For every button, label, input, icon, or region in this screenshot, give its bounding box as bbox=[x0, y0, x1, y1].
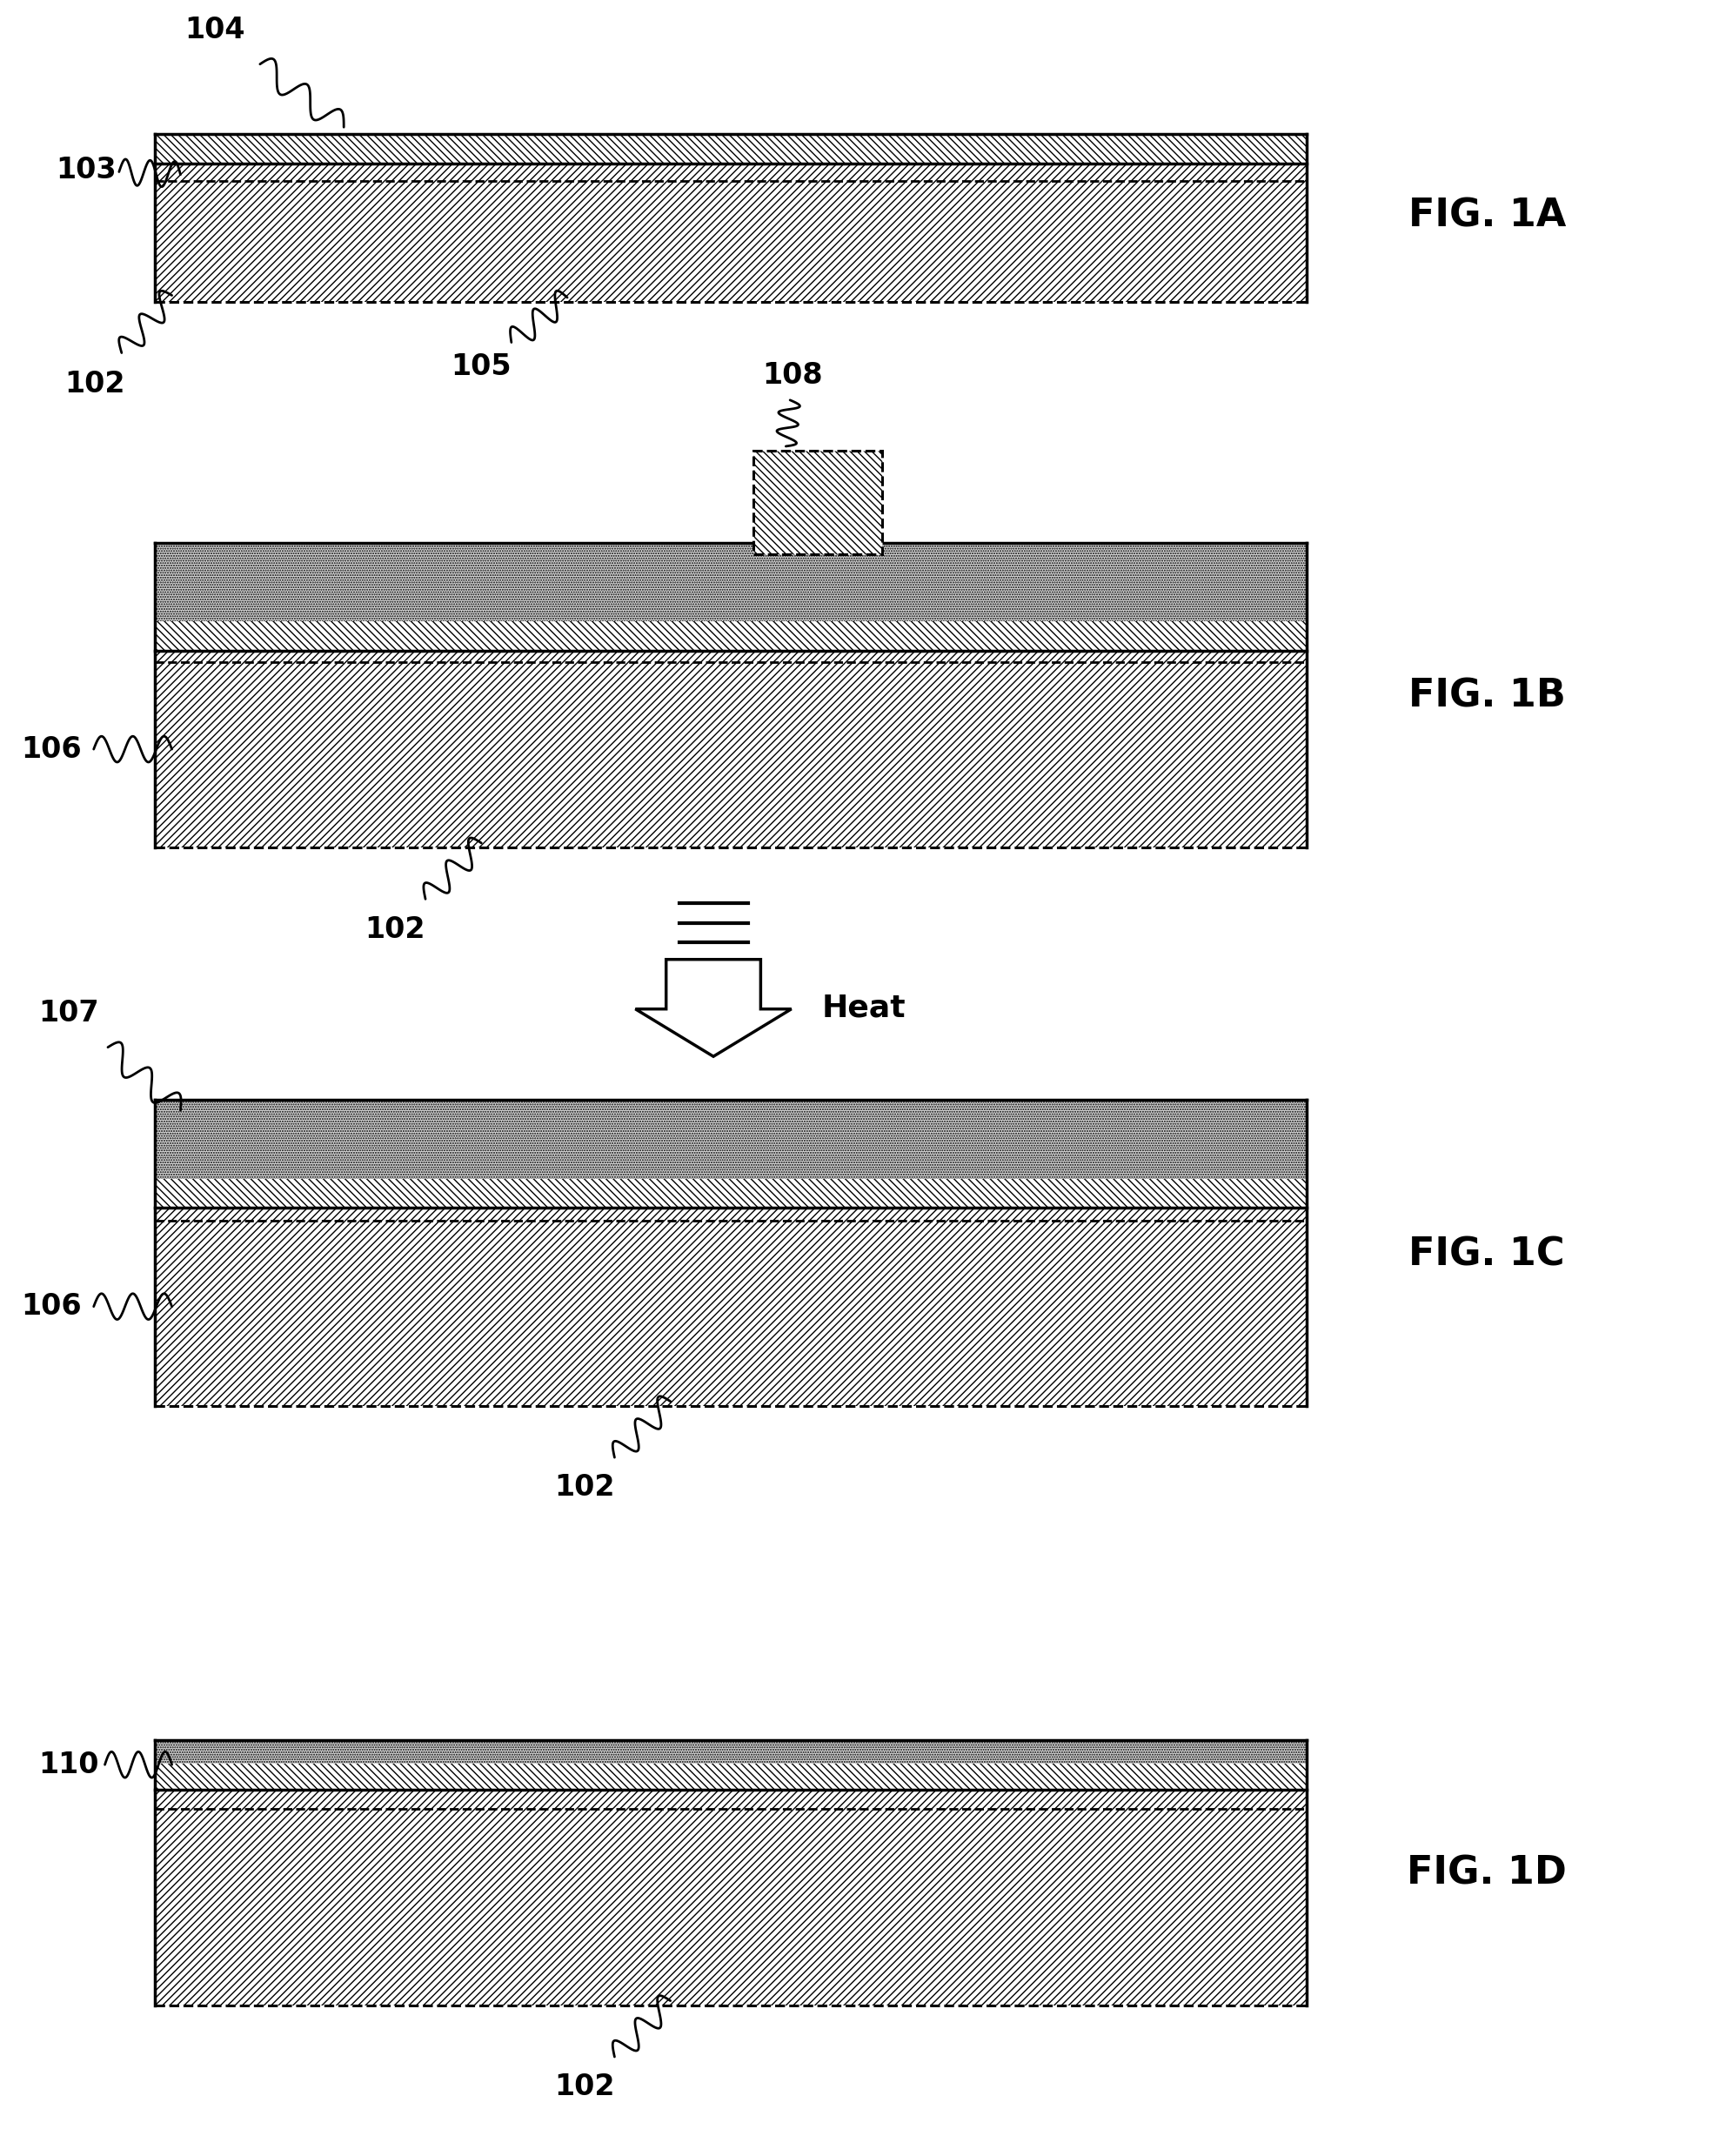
Text: FIG. 1A: FIG. 1A bbox=[1408, 196, 1566, 235]
Bar bbox=[155, 1789, 1306, 2005]
Text: 106: 106 bbox=[21, 1291, 83, 1322]
Text: 102: 102 bbox=[64, 369, 125, 399]
Text: FIG. 1B: FIG. 1B bbox=[1408, 677, 1566, 716]
Bar bbox=[155, 651, 1306, 847]
Text: Heat: Heat bbox=[822, 994, 906, 1022]
Text: 104: 104 bbox=[184, 15, 246, 45]
Bar bbox=[155, 164, 1306, 302]
FancyArrow shape bbox=[636, 959, 791, 1056]
Bar bbox=[155, 543, 1306, 621]
Text: 102: 102 bbox=[364, 914, 426, 944]
Bar bbox=[155, 1100, 1306, 1179]
Text: 102: 102 bbox=[554, 2072, 615, 2102]
Text: 108: 108 bbox=[762, 360, 823, 390]
Bar bbox=[155, 1207, 1306, 1406]
Text: 110: 110 bbox=[38, 1751, 100, 1779]
Text: 102: 102 bbox=[554, 1473, 615, 1503]
Text: 107: 107 bbox=[38, 998, 100, 1028]
Bar bbox=[155, 134, 1306, 164]
Text: 105: 105 bbox=[450, 351, 512, 382]
Text: 103: 103 bbox=[55, 155, 117, 185]
Text: 106: 106 bbox=[21, 735, 83, 763]
Bar bbox=[155, 1179, 1306, 1207]
Bar bbox=[155, 621, 1306, 651]
Bar bbox=[155, 1740, 1306, 1764]
Bar bbox=[155, 1764, 1306, 1789]
Text: FIG. 1C: FIG. 1C bbox=[1410, 1235, 1564, 1274]
Text: FIG. 1D: FIG. 1D bbox=[1406, 1854, 1568, 1893]
Bar bbox=[753, 451, 882, 554]
